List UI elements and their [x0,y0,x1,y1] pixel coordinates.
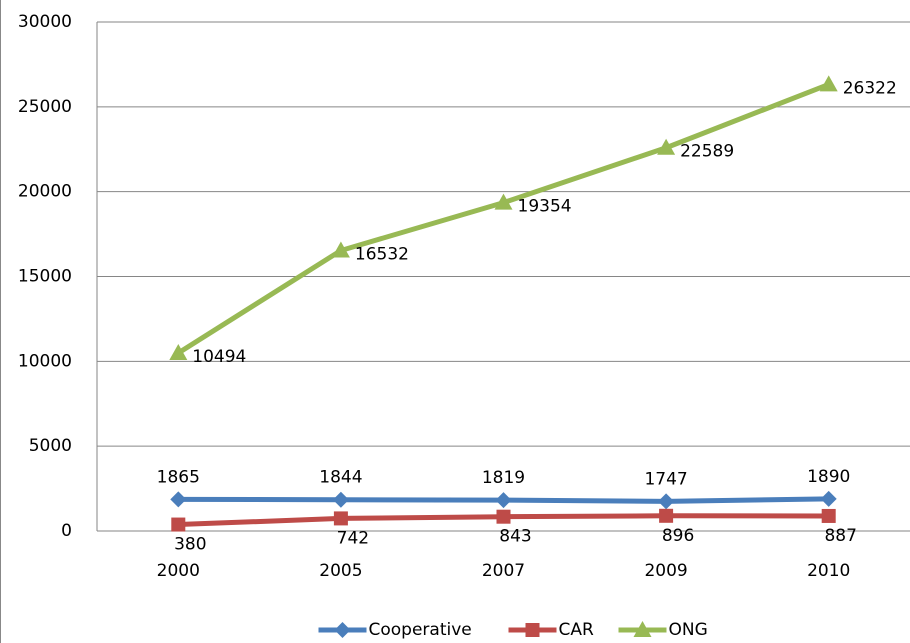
marker [633,621,652,637]
data-label: 26322 [843,78,897,98]
data-label: 843 [499,527,531,547]
marker [658,493,675,510]
y-tick-label: 25000 [18,97,72,117]
y-tick-label: 15000 [18,267,72,287]
marker [331,241,350,258]
marker [495,492,512,509]
legend-label: Cooperative [369,620,472,640]
marker [820,490,837,507]
y-tick-label: 10000 [18,351,72,371]
marker [659,508,674,523]
x-tick-label: 2000 [157,561,200,581]
y-tick-label: 30000 [18,12,72,32]
y-tick-label: 20000 [18,182,72,202]
marker [169,343,188,360]
data-label: 1747 [644,469,687,489]
data-label: 22589 [680,142,734,162]
data-label: 1890 [807,467,850,487]
data-label: 10494 [192,347,246,367]
legend-label: ONG [669,620,708,640]
marker [332,491,349,508]
y-tick-label: 5000 [29,436,72,456]
data-label: 16532 [355,245,409,265]
data-label: 380 [174,535,206,555]
x-tick-label: 2009 [644,561,687,581]
marker [496,509,511,524]
data-label: 1819 [482,468,525,488]
x-tick-label: 2010 [807,561,850,581]
marker [819,75,838,92]
data-label: 1844 [319,468,362,488]
data-label: 896 [662,526,694,546]
marker [494,193,513,210]
data-label: 19354 [518,197,572,217]
marker [171,517,186,532]
legend-label: CAR [559,620,594,640]
data-label: 1865 [157,467,200,487]
y-tick-label: 0 [61,521,72,541]
x-tick-label: 2005 [319,561,362,581]
data-label: 742 [337,528,369,548]
marker [525,623,540,637]
marker [821,508,836,523]
marker [333,511,348,526]
data-label: 887 [824,526,856,546]
marker [657,138,676,155]
marker [334,622,351,638]
marker [170,491,187,508]
series-line [176,82,830,356]
x-tick-label: 2007 [482,561,525,581]
